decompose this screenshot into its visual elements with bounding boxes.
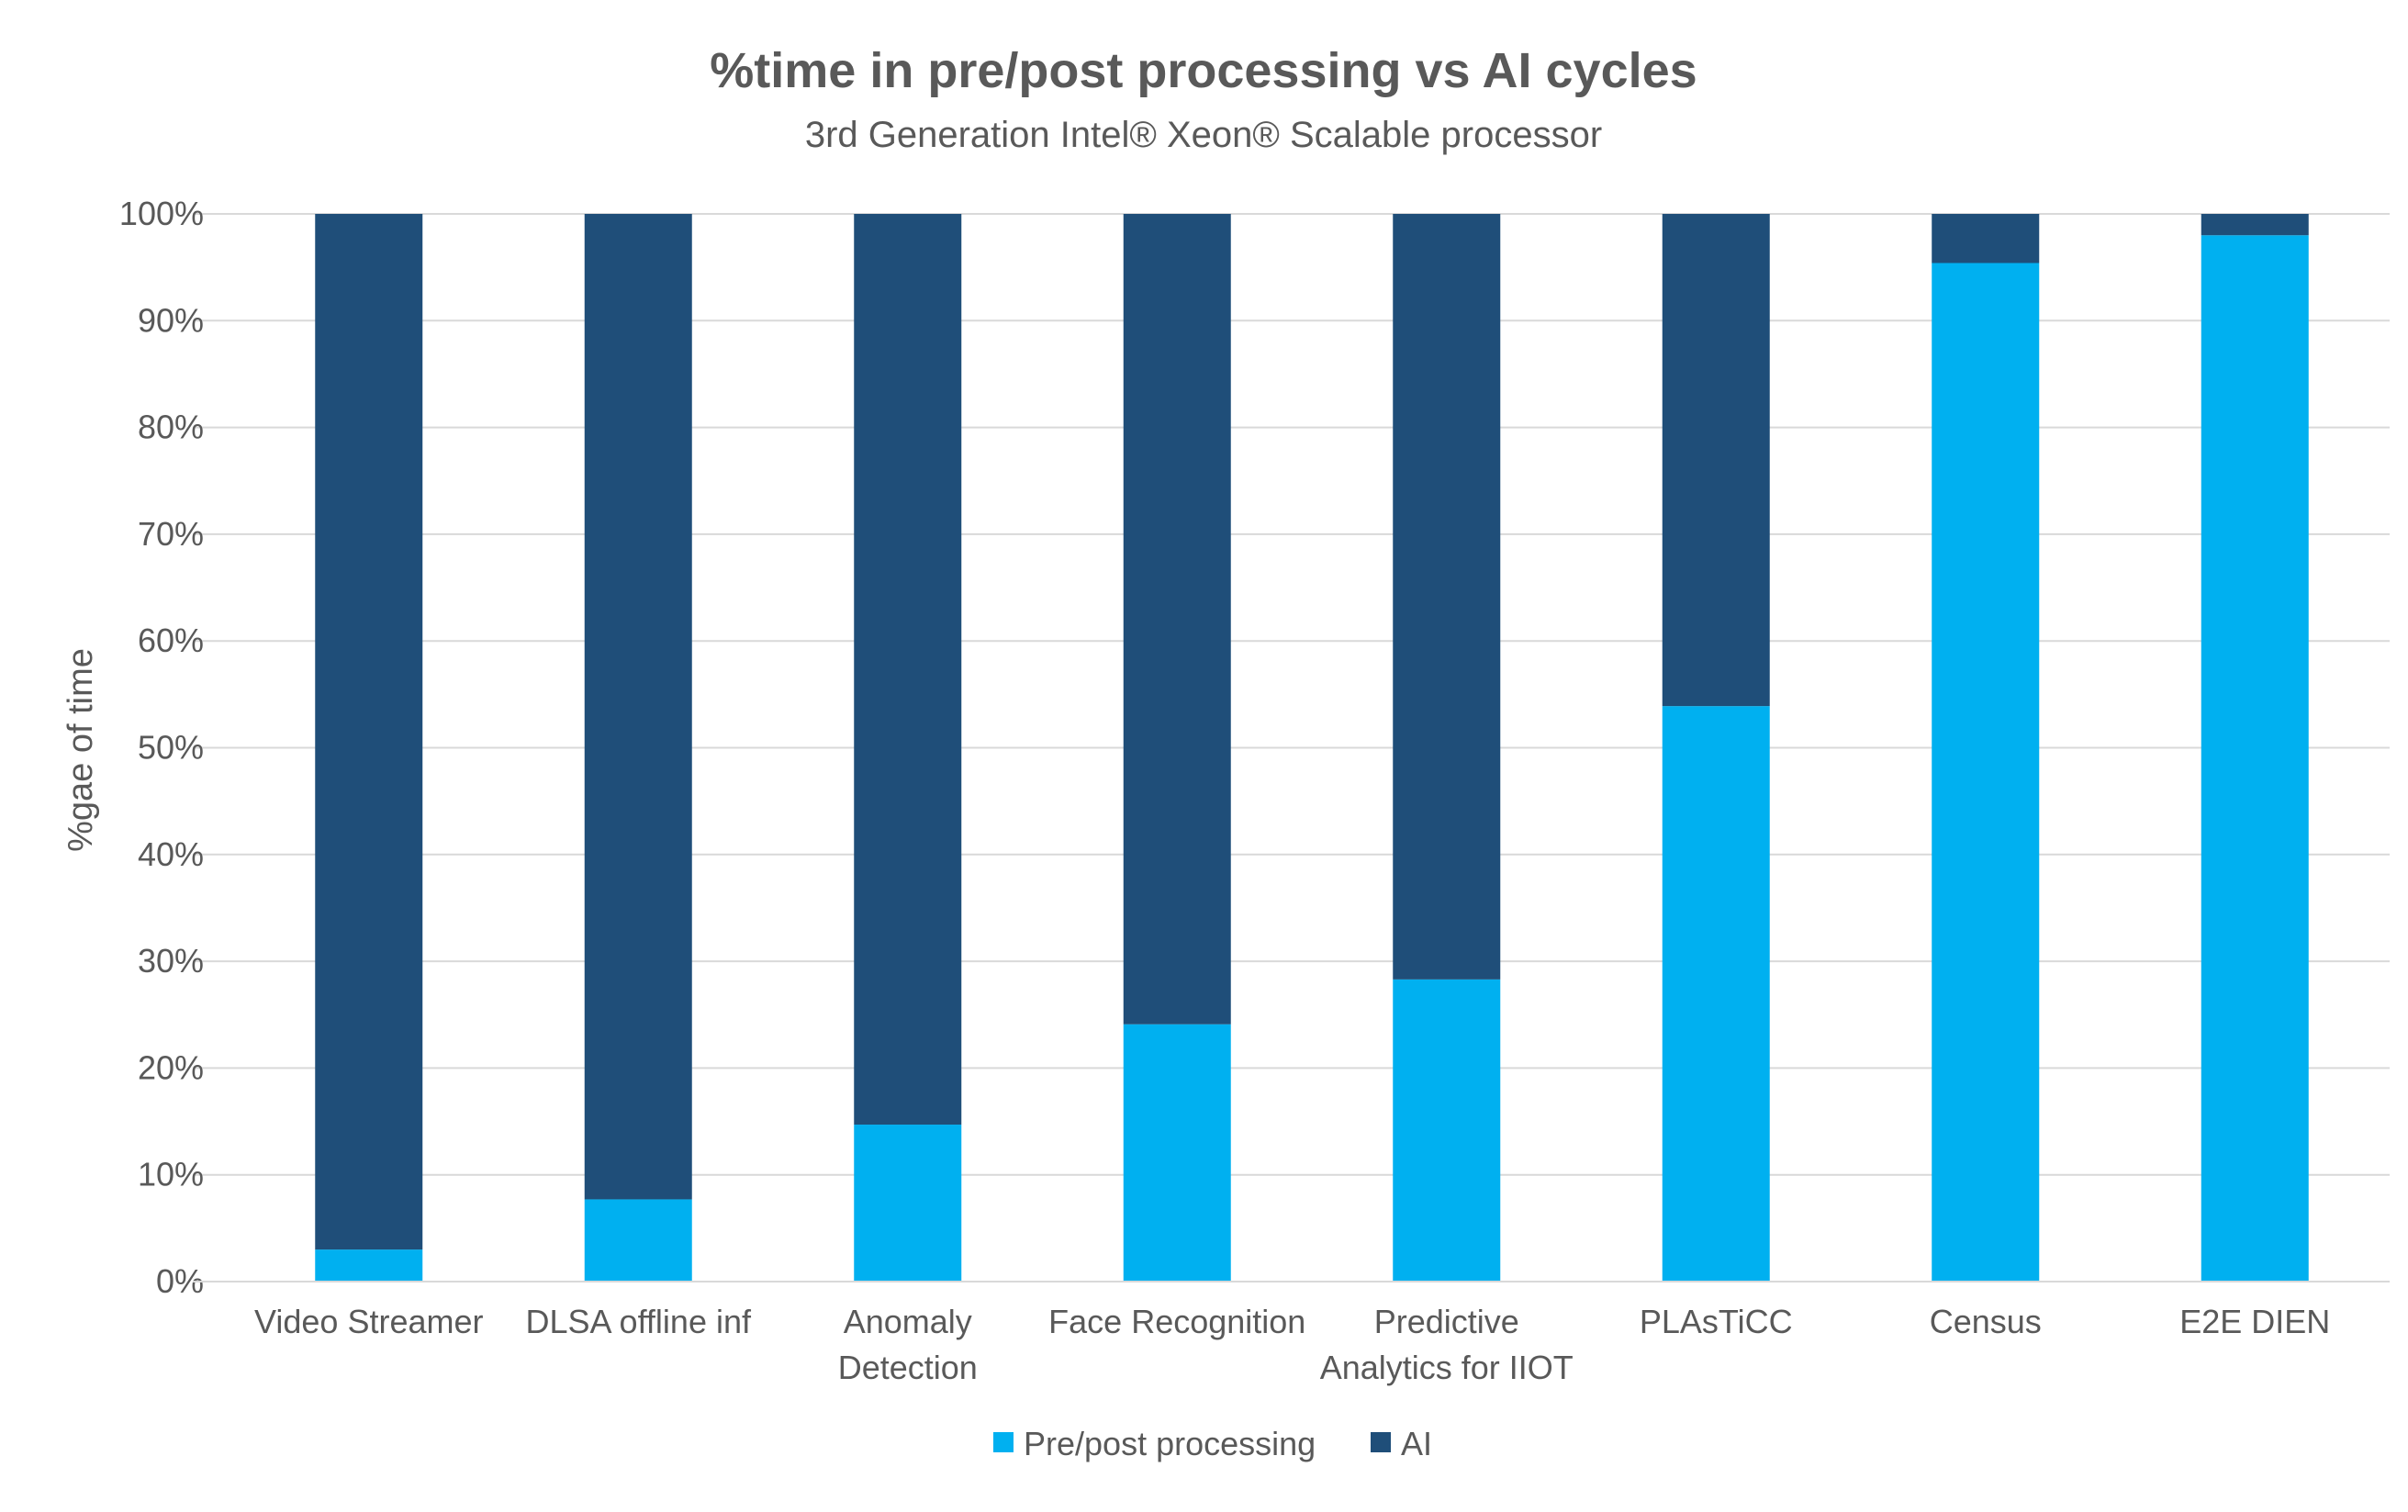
y-tick-label: 30% <box>138 942 204 980</box>
x-axis-ticks: Video Streamer DLSA offline inf Anomaly Det… <box>254 1303 2330 1386</box>
bar-segment-ai <box>1932 214 2040 263</box>
gridlines <box>193 213 2390 1176</box>
y-tick-label: 40% <box>138 835 204 873</box>
bar-segment-prepost <box>584 1199 692 1282</box>
x-tick-label: PLAsTiCC <box>1640 1303 1793 1340</box>
bar-segment-ai <box>1393 214 1501 980</box>
y-tick-label: 80% <box>138 409 204 446</box>
legend-swatch-ai <box>1371 1432 1391 1452</box>
x-tick-label: E2E DIEN <box>2179 1303 2330 1340</box>
y-tick-label: 20% <box>138 1048 204 1086</box>
x-tick-label: Video Streamer <box>254 1303 483 1340</box>
y-tick-label: 100% <box>119 195 204 232</box>
x-tick-label: DLSA offline inf <box>526 1303 752 1340</box>
bar-segment-ai <box>1123 214 1231 1025</box>
legend: Pre/post processing AI <box>993 1425 1432 1462</box>
y-tick-label: 70% <box>138 515 204 553</box>
y-tick-label: 60% <box>138 622 204 659</box>
bars <box>315 214 2309 1282</box>
legend-swatch-prepost <box>993 1432 1014 1452</box>
bar-segment-prepost <box>315 1249 423 1282</box>
bar-segment-prepost <box>1932 263 2040 1282</box>
bar-segment-prepost <box>1393 979 1501 1282</box>
x-tick-label: Predictive Analytics for IIOT <box>1320 1303 1574 1386</box>
legend-label-prepost: Pre/post processing <box>1024 1425 1316 1462</box>
bar-segment-ai <box>1662 214 1770 707</box>
bar-segment-ai <box>2201 214 2309 236</box>
chart-subtitle: 3rd Generation Intel® Xeon® Scalable pro… <box>805 115 1602 155</box>
y-tick-label: 10% <box>138 1156 204 1193</box>
y-axis-label: %gae of time <box>62 648 100 852</box>
x-tick-label: Face Recognition <box>1048 1303 1305 1340</box>
y-axis-ticks: 0%10%20%30%40%50%60%70%80%90%100% <box>119 195 204 1300</box>
x-tick-label: Census <box>1930 1303 2042 1340</box>
y-tick-label: 50% <box>138 729 204 767</box>
legend-label-ai: AI <box>1401 1425 1432 1462</box>
y-tick-label: 90% <box>138 301 204 339</box>
bar-segment-prepost <box>854 1125 962 1282</box>
x-tick-label: Anomaly Detection <box>838 1303 978 1386</box>
bar-segment-ai <box>315 214 423 1250</box>
bar-segment-ai <box>854 214 962 1126</box>
chart-title: %time in pre/post processing vs AI cycle… <box>710 43 1697 98</box>
bar-segment-prepost <box>1662 706 1770 1282</box>
bar-segment-prepost <box>2201 235 2309 1282</box>
bar-segment-ai <box>584 214 692 1200</box>
bar-segment-prepost <box>1123 1024 1231 1282</box>
